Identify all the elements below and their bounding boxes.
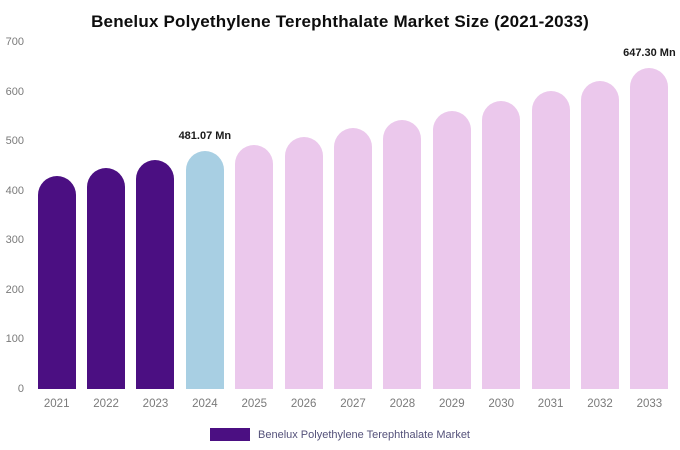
bar-cell: 2025 <box>230 42 279 410</box>
x-axis-label: 2022 <box>93 398 119 410</box>
y-axis-label: 100 <box>5 333 24 346</box>
bar-2029[interactable] <box>432 111 471 389</box>
y-axis-label: 700 <box>5 36 24 48</box>
x-axis-label: 2031 <box>537 398 564 410</box>
bar-2032[interactable] <box>580 81 619 389</box>
legend-swatch <box>210 428 250 441</box>
bar-2027[interactable] <box>334 128 373 389</box>
bar-cell: 2028 <box>378 42 427 410</box>
plot-area: 2021 2022 2023 2024 481.07 Mn 2025 2026 2027 202… <box>32 42 676 410</box>
y-axis-label: 600 <box>5 85 24 98</box>
bar-cell: 2022 <box>81 42 130 410</box>
x-axis-label: 2029 <box>439 398 465 410</box>
bar-2028[interactable] <box>383 120 422 389</box>
y-axis-label: 300 <box>5 234 24 247</box>
x-axis-label: 2025 <box>241 398 268 410</box>
legend-label: Benelux Polyethylene Terephthalate Marke… <box>258 428 470 441</box>
bar-cell: 2024 481.07 Mn <box>178 42 232 410</box>
x-axis-label: 2027 <box>340 398 366 410</box>
bar-2026[interactable] <box>284 137 323 389</box>
chart-title: Benelux Polyethylene Terephthalate Marke… <box>91 12 589 31</box>
bar-cell: 2029 <box>427 42 476 410</box>
x-axis-label: 2024 <box>192 398 218 410</box>
x-axis-label: 2028 <box>389 398 416 410</box>
bar-cell: 2023 <box>131 42 180 410</box>
data-label: 647.30 Mn <box>623 47 676 59</box>
bar-2021[interactable] <box>37 176 76 389</box>
x-axis-label: 2030 <box>488 398 514 410</box>
bar-cell: 2031 <box>526 42 575 410</box>
bar-2030[interactable] <box>482 101 521 389</box>
bar-cell: 2033 647.30 Mn <box>623 42 676 410</box>
bar-2024[interactable] <box>185 151 224 389</box>
bar-2033[interactable] <box>630 68 669 389</box>
y-axis-label: 400 <box>5 184 24 197</box>
x-axis-label: 2023 <box>142 398 169 410</box>
y-axis: 0 100 200 300 400 500 600 700 <box>0 0 26 450</box>
x-axis-label: 2032 <box>587 398 613 410</box>
bar-cell: 2027 <box>328 42 377 410</box>
data-label: 481.07 Mn <box>178 130 232 142</box>
bar-2031[interactable] <box>531 91 570 389</box>
bar-cell: 2021 <box>32 42 81 410</box>
legend-item[interactable]: Benelux Polyethylene Terephthalate Marke… <box>0 428 680 441</box>
y-axis-label: 0 <box>17 383 24 395</box>
x-axis-label: 2026 <box>290 398 317 410</box>
x-axis-label: 2021 <box>43 398 70 410</box>
bar-2022[interactable] <box>87 168 126 389</box>
bar-cell: 2032 <box>575 42 624 410</box>
y-axis-label: 200 <box>5 283 24 296</box>
bar-2023[interactable] <box>136 160 175 389</box>
x-axis-label: 2033 <box>636 398 663 410</box>
bar-cell: 2026 <box>279 42 328 410</box>
bar-cell: 2030 <box>477 42 526 410</box>
bar-2025[interactable] <box>235 145 274 389</box>
y-axis-label: 500 <box>5 135 24 148</box>
